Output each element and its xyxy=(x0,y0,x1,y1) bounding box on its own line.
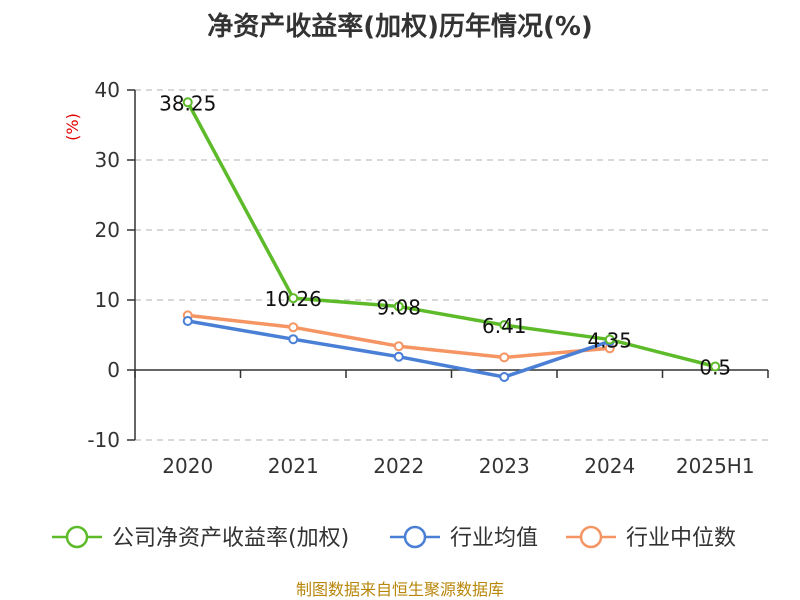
y-tick-label: -10 xyxy=(87,428,120,452)
legend-marker xyxy=(579,525,603,549)
data-point xyxy=(499,320,510,331)
series-line-0 xyxy=(186,101,716,369)
data-point xyxy=(182,316,193,326)
data-point xyxy=(499,352,510,363)
x-tick-label: 2025H1 xyxy=(676,454,755,478)
legend-label: 公司净资产收益率(加权) xyxy=(112,526,349,551)
legend-label: 行业中位数 xyxy=(626,526,736,551)
data-point xyxy=(288,293,299,304)
x-tick-label: 2020 xyxy=(162,454,213,478)
x-tick-label: 2023 xyxy=(479,454,530,478)
data-point xyxy=(393,351,404,362)
y-tick-label: 0 xyxy=(107,358,120,382)
data-point xyxy=(393,301,404,312)
legend-marker xyxy=(403,525,427,549)
data-label: 0.5 xyxy=(699,356,731,380)
data-point xyxy=(499,372,510,382)
y-axis-label: (%) xyxy=(63,113,82,141)
y-tick-label: 20 xyxy=(95,218,120,242)
y-tick-label: 30 xyxy=(95,148,120,172)
data-label: 38.25 xyxy=(159,91,216,115)
data-point xyxy=(710,361,721,372)
data-point xyxy=(393,341,404,352)
legend-label: 行业均值 xyxy=(450,526,538,551)
data-point xyxy=(288,322,299,333)
x-tick-label: 2021 xyxy=(268,454,319,478)
axes: -10 0 10 20 30 40 2020 2021 2022 2023 2024 2025H1 xyxy=(87,78,769,478)
data-label: 10.26 xyxy=(265,287,322,311)
chart-title: 净资产收益率(加权)历年情况(%) xyxy=(207,11,593,42)
grid-lines xyxy=(135,89,768,441)
legend-marker xyxy=(65,525,89,549)
series-lines xyxy=(182,97,721,382)
y-tick-label: 10 xyxy=(95,288,120,312)
x-tick-label: 2022 xyxy=(373,454,424,478)
x-tick-label: 2024 xyxy=(584,454,635,478)
data-point xyxy=(604,334,615,345)
data-point xyxy=(288,334,299,345)
y-tick-label: 40 xyxy=(95,78,120,102)
data-label: 9.08 xyxy=(376,295,421,319)
data-label: 6.41 xyxy=(482,314,527,338)
legend: 公司净资产收益率(加权) 行业均值 行业中位数 xyxy=(52,525,736,551)
data-point xyxy=(182,97,193,108)
data-labels: 38.25 10.26 9.08 6.41 4.35 0.5 xyxy=(159,91,731,379)
data-label: 4.35 xyxy=(587,329,632,353)
source-note: 制图数据来自恒生聚源数据库 xyxy=(296,580,504,599)
